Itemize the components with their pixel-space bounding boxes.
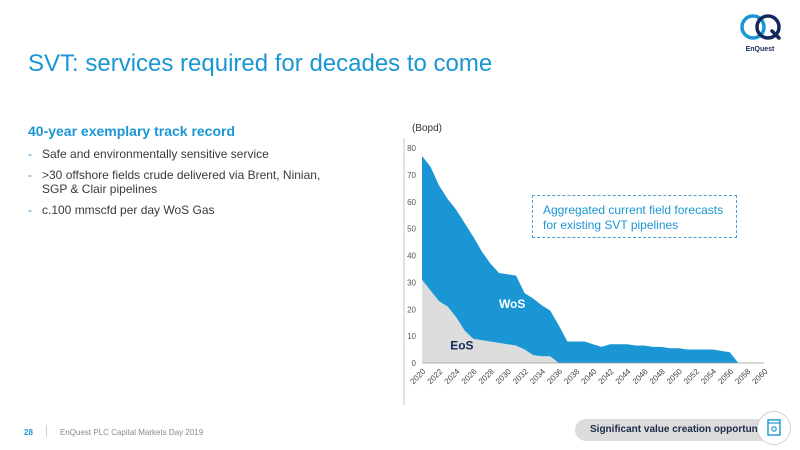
y-tick-label: 10 — [407, 332, 416, 341]
logo-q-tail — [770, 29, 781, 40]
x-tick-label: 2046 — [631, 367, 650, 386]
section-heading: 40-year exemplary track record — [28, 123, 236, 139]
production-forecast-chart: (Bopd)0102030405060708020202022202420262… — [403, 123, 770, 405]
bullet-item: - Safe and environmentally sensitive serv… — [28, 147, 348, 161]
series-label-eos: EoS — [450, 339, 473, 353]
x-tick-label: 2050 — [665, 367, 684, 386]
series-area-wos — [422, 156, 764, 363]
bullet-text: c.100 mmscfd per day WoS Gas — [42, 203, 215, 217]
page-title: SVT: services required for decades to co… — [28, 50, 493, 77]
bullet-text: Safe and environmentally sensitive servi… — [42, 147, 269, 161]
x-tick-label: 2056 — [716, 367, 735, 386]
bullet-item: - c.100 mmscfd per day WoS Gas — [28, 203, 348, 217]
x-tick-label: 2030 — [494, 367, 513, 386]
series-label-wos: WoS — [499, 297, 525, 311]
y-tick-label: 70 — [407, 171, 416, 180]
bullet-marker: - — [28, 168, 32, 182]
x-tick-label: 2024 — [443, 367, 462, 386]
y-tick-label: 50 — [407, 225, 416, 234]
value-banner-label: Significant value creation opportunity — [590, 424, 770, 435]
document-icon — [767, 419, 781, 436]
y-tick-label: 40 — [407, 252, 416, 261]
footer-event-text: EnQuest PLC Capital Markets Day 2019 — [60, 428, 204, 437]
x-tick-label: 2048 — [648, 367, 667, 386]
x-tick-label: 2044 — [614, 367, 633, 386]
logo-q-ring — [755, 14, 781, 40]
x-tick-label: 2054 — [699, 367, 718, 386]
x-tick-label: 2028 — [477, 367, 496, 386]
x-tick-label: 2026 — [460, 367, 479, 386]
logo-e-ring — [740, 14, 766, 40]
x-tick-label: 2022 — [426, 367, 445, 386]
chart-callout: Aggregated current field forecasts for e… — [532, 195, 737, 238]
y-tick-label: 60 — [407, 198, 416, 207]
y-tick-label: 0 — [412, 359, 417, 368]
x-tick-label: 2040 — [579, 367, 598, 386]
x-tick-label: 2036 — [545, 367, 564, 386]
x-tick-label: 2052 — [682, 367, 701, 386]
bullet-text: >30 offshore fields crude delivered via … — [42, 168, 321, 196]
bullet-marker: - — [28, 147, 32, 161]
x-tick-label: 2020 — [408, 367, 427, 386]
y-unit-label: (Bopd) — [412, 123, 442, 134]
y-tick-label: 30 — [407, 278, 416, 287]
document-icon-badge — [757, 411, 791, 445]
y-tick-label: 20 — [407, 305, 416, 314]
logo-wordmark: EnQuest — [746, 46, 775, 53]
x-tick-label: 2034 — [528, 367, 547, 386]
y-tick-label: 80 — [407, 144, 416, 153]
bullet-item: - >30 offshore fields crude delivered via… — [28, 168, 348, 196]
bullet-list: - Safe and environmentally sensitive serv… — [28, 147, 348, 224]
x-tick-label: 2058 — [733, 367, 752, 386]
x-tick-label: 2042 — [597, 367, 616, 386]
value-banner: Significant value creation opportunity — [575, 419, 775, 441]
x-tick-label: 2038 — [562, 367, 581, 386]
x-tick-label: 2060 — [750, 367, 769, 386]
page-number: 28 — [24, 428, 33, 437]
x-tick-label: 2032 — [511, 367, 530, 386]
series-area-eos — [422, 279, 764, 363]
enquest-logo: EnQuest — [740, 14, 781, 53]
bullet-marker: - — [28, 203, 32, 217]
footer-divider — [46, 425, 47, 437]
